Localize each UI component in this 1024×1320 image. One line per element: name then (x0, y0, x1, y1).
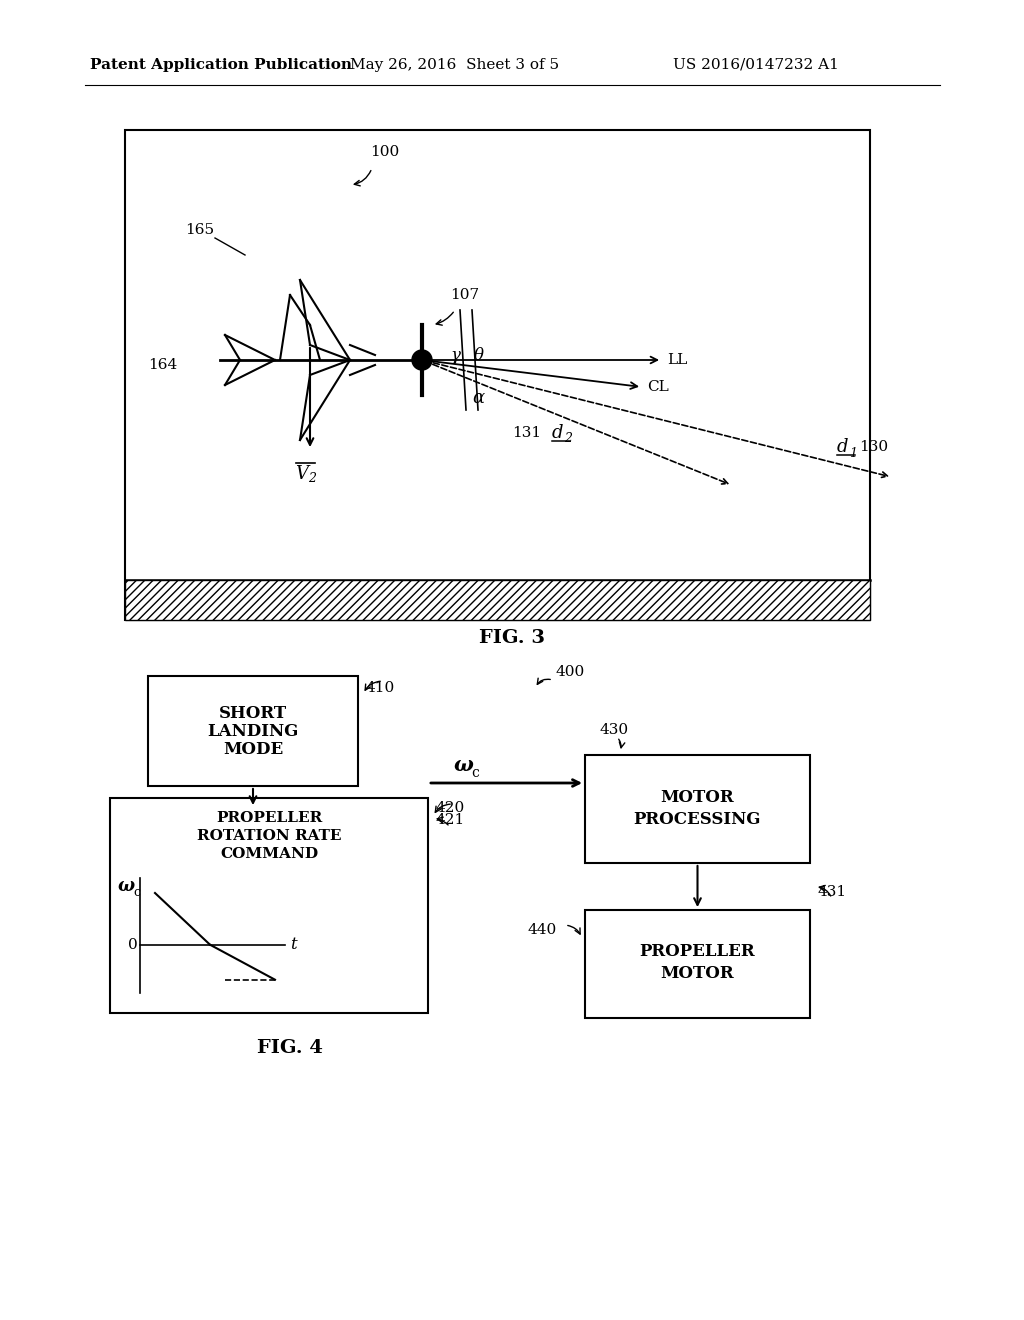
Text: CL: CL (647, 380, 669, 393)
Text: γ: γ (450, 346, 460, 363)
Text: 165: 165 (185, 223, 214, 238)
Text: 164: 164 (148, 358, 177, 372)
Text: May 26, 2016  Sheet 3 of 5: May 26, 2016 Sheet 3 of 5 (350, 58, 559, 73)
Text: t: t (290, 936, 297, 953)
Circle shape (412, 350, 432, 370)
Bar (110, 799, 428, 1012)
Text: PROCESSING: PROCESSING (634, 810, 761, 828)
Text: 131: 131 (512, 425, 541, 440)
Bar (585, 909, 810, 1018)
Text: d: d (837, 438, 849, 457)
Text: 420: 420 (436, 801, 465, 814)
Text: MOTOR: MOTOR (660, 788, 734, 805)
Bar (125, 129, 870, 620)
Text: COMMAND: COMMAND (220, 847, 318, 861)
Text: PROPELLER: PROPELLER (216, 810, 323, 825)
Text: 430: 430 (600, 723, 629, 737)
Text: d: d (552, 424, 563, 441)
Text: US 2016/0147232 A1: US 2016/0147232 A1 (673, 58, 839, 73)
Text: 431: 431 (818, 884, 847, 899)
Text: Patent Application Publication: Patent Application Publication (90, 58, 352, 73)
Text: 1: 1 (849, 446, 857, 459)
Text: ROTATION RATE: ROTATION RATE (197, 829, 341, 843)
Bar (148, 676, 358, 785)
Text: θ: θ (474, 346, 484, 363)
Text: PROPELLER: PROPELLER (640, 944, 756, 961)
Text: ω: ω (118, 876, 135, 895)
Text: 410: 410 (366, 681, 395, 696)
Text: LL: LL (667, 352, 687, 367)
Text: FIG. 3: FIG. 3 (479, 630, 545, 647)
Text: 0: 0 (128, 937, 138, 952)
Text: 440: 440 (527, 923, 556, 937)
Text: 2: 2 (564, 432, 572, 445)
Text: MOTOR: MOTOR (660, 965, 734, 982)
Text: V: V (295, 465, 308, 483)
Text: 421: 421 (436, 813, 465, 828)
Text: c: c (471, 766, 479, 780)
Text: MODE: MODE (223, 741, 283, 758)
Bar (125, 579, 870, 620)
Text: 100: 100 (370, 145, 399, 158)
Bar (585, 755, 810, 863)
Text: α: α (472, 389, 484, 407)
Text: 400: 400 (555, 665, 585, 678)
Text: ω: ω (453, 755, 473, 775)
Text: LANDING: LANDING (207, 722, 299, 739)
Text: c: c (133, 887, 140, 899)
Text: SHORT: SHORT (219, 705, 287, 722)
Text: 107: 107 (450, 288, 479, 302)
Text: 130: 130 (859, 440, 888, 454)
Text: 2: 2 (308, 473, 316, 484)
Text: FIG. 4: FIG. 4 (257, 1039, 323, 1057)
